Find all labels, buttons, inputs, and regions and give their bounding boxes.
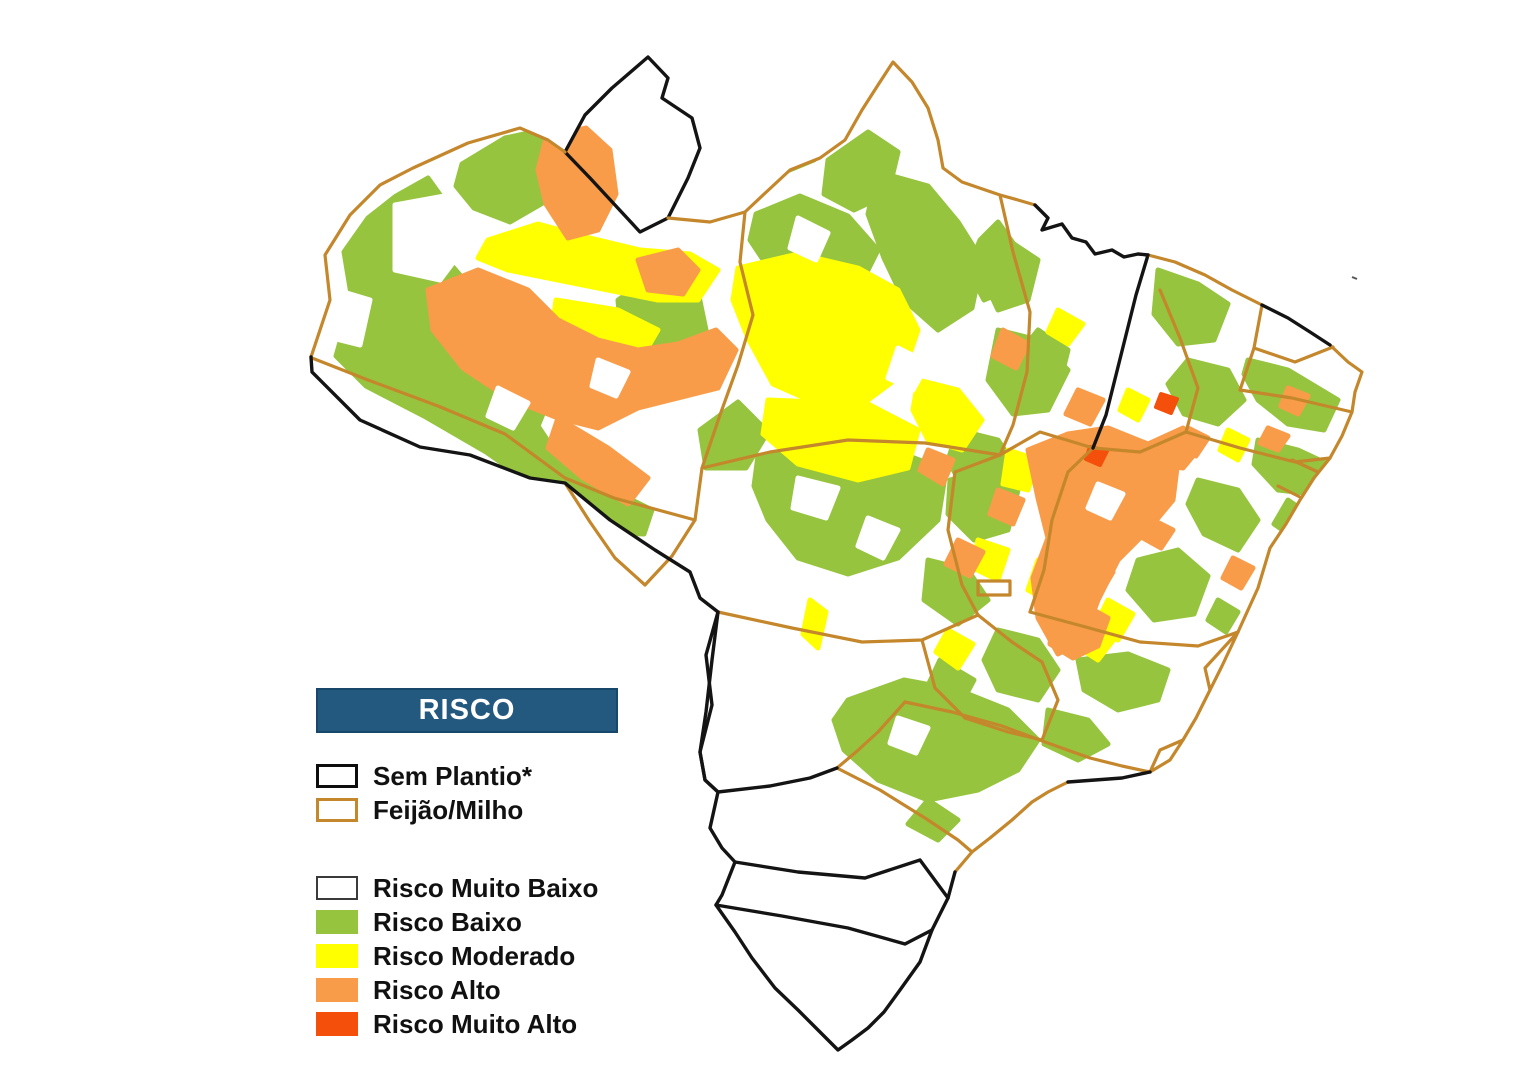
legend-item-risco-moderado: Risco Moderado [316,939,646,973]
legend-item-label: Risco Moderado [373,940,576,971]
legend-item-sem-plantio: Sem Plantio* [316,759,646,793]
legend-item-risco-muito-alto: Risco Muito Alto [316,1007,646,1041]
legend-item-risco-baixo: Risco Baixo [316,905,646,939]
coastline [309,60,1364,1052]
risk-regions-layer [317,99,1341,843]
legend-item-label: Risco Muito Baixo [373,872,599,903]
legend-item-risco-alto: Risco Alto [316,973,646,1007]
legend-item-label: Risco Muito Alto [373,1008,578,1039]
legend-item-risco-muito-baixo: Risco Muito Baixo [316,871,646,905]
legend-header: RISCO [316,688,618,733]
risco-moderado-swatch [316,944,358,968]
legend-item-label: Risco Alto [373,974,501,1005]
sem-plantio-swatch [316,764,358,788]
island-dot [1351,276,1358,280]
distrito-federal-outline [976,579,1012,597]
legend-item-label: Sem Plantio* [373,760,532,791]
legend-item-label: Feijão/Milho [373,794,524,825]
risco-baixo-swatch [316,910,358,934]
risco-muito-baixo-swatch [316,876,358,900]
legend-outline-group: Sem Plantio* Feijão/Milho [316,759,646,827]
risco-muito-alto-swatch [316,1012,358,1036]
legend-item-label: Risco Baixo [373,906,522,937]
legend-item-feijao-milho: Feijão/Milho [316,793,646,827]
risco-alto-swatch [316,978,358,1002]
legend: RISCO Sem Plantio* Feijão/Milho Risco Mui… [316,688,646,1041]
legend-risk-group: Risco Muito Baixo Risco Baixo Risco Modera… [316,871,646,1041]
state-roraima [563,55,702,234]
state-borders-feijao-milho [310,193,1354,854]
feijao-milho-swatch [316,798,358,822]
